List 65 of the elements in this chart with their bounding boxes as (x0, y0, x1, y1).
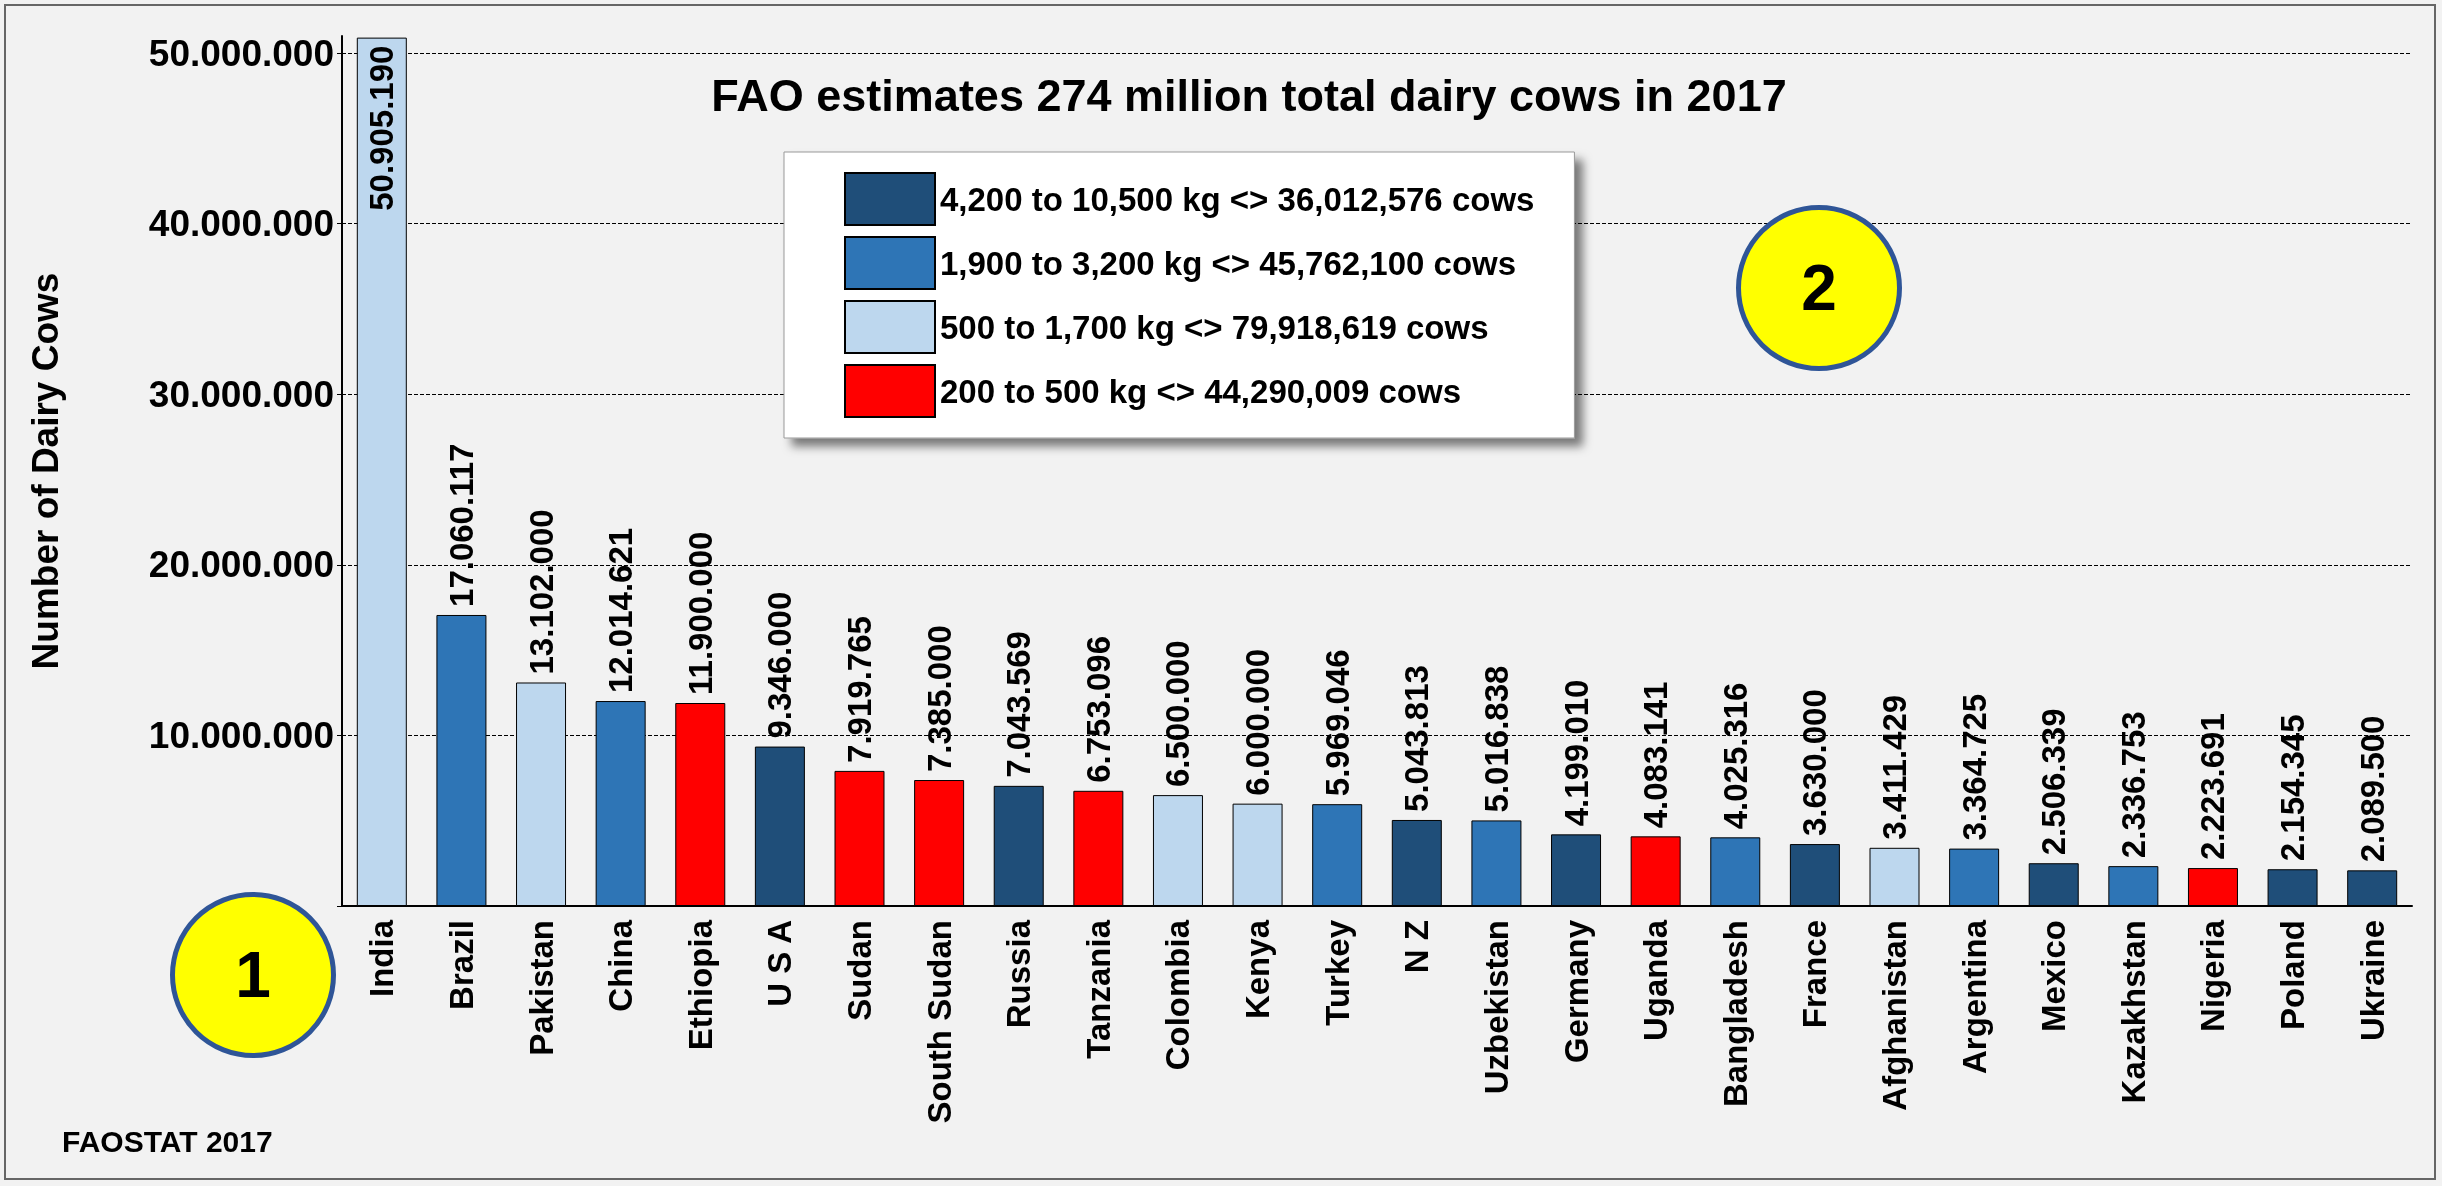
data-label: 12.014.621 (602, 527, 640, 694)
data-label: 4.025.316 (1716, 682, 1754, 830)
x-tick-label: Ethiopia (681, 919, 719, 1051)
y-tick-label: 40.000.000 (148, 203, 334, 245)
data-label: 2.506.339 (2035, 708, 2073, 856)
x-tick-label: India (363, 919, 401, 998)
y-axis-title: Number of Dairy Cows (25, 272, 66, 670)
x-tick-label: Brazil (442, 920, 480, 1010)
data-label: 4.083.141 (1637, 681, 1675, 829)
text: FAOSTAT 2017 (62, 1125, 273, 1159)
x-tick-label: Afghanistan (1876, 920, 1913, 1111)
data-label: 6.000.000 (1239, 648, 1277, 796)
x-tick-label: Turkey (1318, 919, 1356, 1026)
legend-label: 500 to 1,700 kg <> 79,918,619 cows (940, 308, 1489, 346)
x-tick-label: South Sudan (920, 920, 958, 1124)
data-label: 2.089.500 (2353, 715, 2391, 863)
data-label: 9.346.000 (761, 591, 799, 739)
data-label: 2.336.753 (2114, 711, 2152, 859)
x-tick-label: Colombia (1159, 919, 1197, 1071)
data-label: 13.102.000 (522, 509, 560, 675)
x-tick-label: China (602, 919, 640, 1012)
data-label: 6.753.096 (1079, 635, 1117, 783)
y-tick-label: 50.000.000 (148, 32, 334, 74)
x-tick-label: Kenya (1239, 919, 1277, 1020)
data-label: 3.630.000 (1796, 689, 1834, 837)
x-tick-label: Russia (1000, 919, 1038, 1029)
legend-label: 1,900 to 3,200 kg <> 45,762,100 cows (940, 244, 1517, 282)
data-label: 50.905.190 (363, 45, 401, 211)
data-label: 5.969.046 (1318, 649, 1356, 797)
x-tick-label: Mexico (2035, 920, 2073, 1032)
data-label: 6.500.000 (1159, 640, 1197, 788)
data-label: 7.385.000 (920, 625, 958, 773)
y-tick-label: 10.000.000 (148, 714, 334, 756)
x-tick-label: Tanzania (1079, 919, 1117, 1059)
x-tick-label: Poland (2274, 920, 2312, 1031)
x-tick-label: Bangladesh (1716, 920, 1754, 1108)
data-label: 11.900.000 (681, 531, 719, 695)
x-tick-label: Argentina (1955, 919, 1993, 1075)
x-tick-label: Sudan (841, 920, 878, 1021)
data-label: 2.223.691 (2194, 713, 2232, 861)
data-label: 7.919.765 (841, 616, 878, 763)
data-label: 2.154.345 (2274, 714, 2312, 862)
legend-label: 4,200 to 10,500 kg <> 36,012,576 cows (940, 180, 1535, 218)
x-tick-label: Pakistan (522, 920, 560, 1056)
x-tick-label: Uzbekistan (1477, 920, 1515, 1095)
data-label: 3.411.429 (1876, 694, 1913, 840)
x-tick-label: France (1796, 920, 1834, 1029)
data-label: 4.199.010 (1557, 679, 1595, 827)
x-tick-label: Uganda (1637, 919, 1675, 1042)
annotation: 2 (1801, 251, 1837, 325)
y-tick-label: 30.000.000 (148, 373, 334, 415)
x-tick-label: U S A (761, 920, 799, 1007)
text: FAO estimates 274 million total dairy cows in 2017 (711, 70, 1787, 121)
data-label: 5.016.838 (1477, 665, 1515, 813)
x-tick-label: N Z (1398, 920, 1436, 974)
data-label: 17.060.117 (442, 443, 480, 607)
y-tick-label: 20.000.000 (148, 544, 334, 586)
legend-label: 200 to 500 kg <> 44,290,009 cows (940, 372, 1462, 410)
x-tick-label: Ukraine (2353, 920, 2391, 1042)
data-label: 3.364.725 (1955, 693, 1993, 841)
data-label: 5.043.813 (1398, 665, 1436, 812)
x-tick-label: Nigeria (2194, 919, 2232, 1032)
x-tick-label: Germany (1557, 919, 1595, 1064)
data-label: 7.043.569 (1000, 631, 1038, 778)
x-tick-label: Kazakhstan (2114, 920, 2152, 1104)
